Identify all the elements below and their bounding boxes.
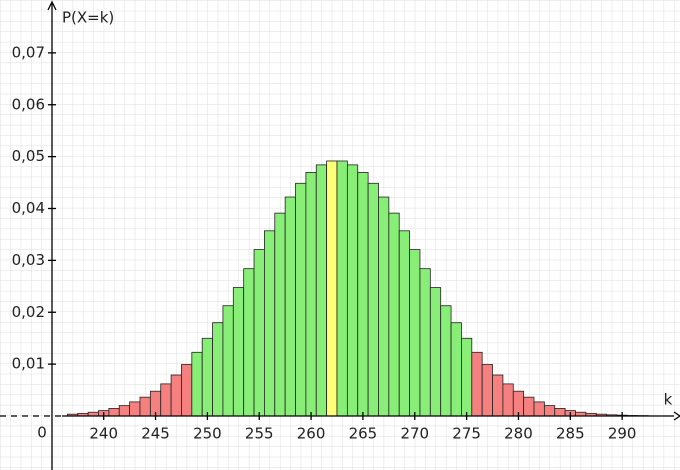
y-tick-label: 0,01 [12,355,45,373]
bar [315,164,328,417]
bar [336,160,348,417]
bar [232,287,245,417]
x-axis-label: k [664,391,673,409]
bar [118,405,131,417]
bar [253,249,265,417]
x-tick-label: 290 [608,425,637,443]
bar [222,305,234,417]
bar [533,401,545,417]
bar [429,287,442,417]
bar [295,182,307,417]
x-tick-label: 285 [556,425,585,443]
x-tick-label: 240 [89,425,118,443]
y-tick-label: 0,03 [12,251,45,269]
y-tick-label: 0,04 [12,199,45,217]
y-axis-label: P(X=k) [62,9,114,27]
bar [129,401,141,417]
x-tick-label: 275 [452,425,481,443]
bar [264,230,276,417]
bar [212,322,224,417]
x-tick-label: 265 [349,425,378,443]
x-tick-label: 250 [193,425,222,443]
bar [492,374,504,417]
bar [346,164,359,417]
bar [554,408,566,417]
y-tick-label: 0,02 [12,303,45,321]
x-tick-label: 245 [141,425,170,443]
bar [523,396,535,417]
bar [201,337,213,417]
bar [419,268,431,417]
bar [108,408,120,417]
bar [274,212,286,417]
bar [440,305,452,417]
bar [243,268,255,417]
bar [367,182,379,417]
bar [160,383,172,417]
x-tick-label: 255 [245,425,274,443]
bar [305,171,317,417]
x-tick-label: 270 [400,425,429,443]
bar [378,196,390,417]
bar [461,337,473,417]
bar [409,249,421,417]
bar [326,160,338,417]
y-tick-label: 0,05 [12,147,45,165]
bar [191,351,203,417]
bar [543,405,556,417]
x-tick-label: 280 [504,425,533,443]
bar [398,230,410,417]
bar [450,322,462,417]
bar [388,212,400,417]
bar [471,351,483,417]
y-tick-label: 0,06 [12,95,45,113]
y-tick-label: 0,07 [12,43,45,61]
bar [357,171,369,417]
bar [284,196,296,417]
y-axis-arrow [47,0,57,11]
bar [181,364,193,417]
bar [502,383,514,417]
bar [170,374,182,417]
bar [139,396,151,417]
origin-label: 0 [37,424,47,442]
x-tick-label: 260 [297,425,326,443]
x-axis-arrow [673,411,680,421]
bar [481,364,493,417]
